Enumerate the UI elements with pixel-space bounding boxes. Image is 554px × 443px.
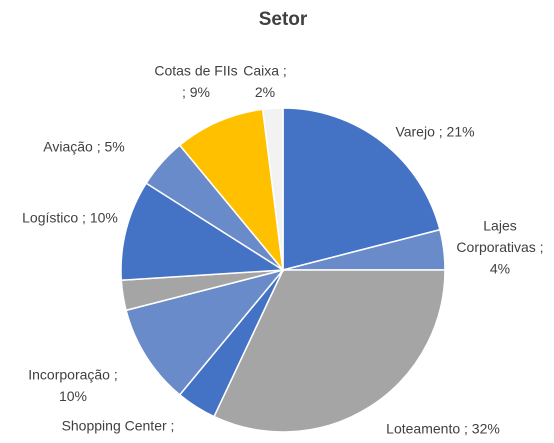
pie-slice [125, 268, 286, 396]
slice-label: Shopping Center ; [62, 418, 175, 434]
pie-slice [178, 108, 285, 273]
slice-label: Incorporação ; [28, 367, 118, 383]
slice-label: Cotas de FIIs [154, 63, 237, 79]
slice-label: Logístico ; 10% [22, 210, 118, 226]
pie-slice [282, 107, 441, 271]
chart-title: Setor [259, 9, 308, 30]
slice-label: ; 9% [182, 84, 210, 100]
slice-label: 4% [490, 261, 510, 277]
pie-slice [120, 182, 286, 281]
pie-slice [213, 269, 446, 433]
slice-label: 10% [59, 388, 87, 404]
slice-label: Lajes [483, 218, 516, 234]
slice-label: Caixa ; [243, 63, 287, 79]
slice-label: Aviação ; 5% [43, 139, 124, 155]
slice-label: Corporativas ; [456, 239, 543, 255]
pie-slice [261, 107, 284, 271]
slice-label: Varejo ; 21% [395, 124, 474, 140]
slice-label: Loteamento ; 32% [386, 421, 500, 437]
slice-label: 2% [255, 84, 275, 100]
